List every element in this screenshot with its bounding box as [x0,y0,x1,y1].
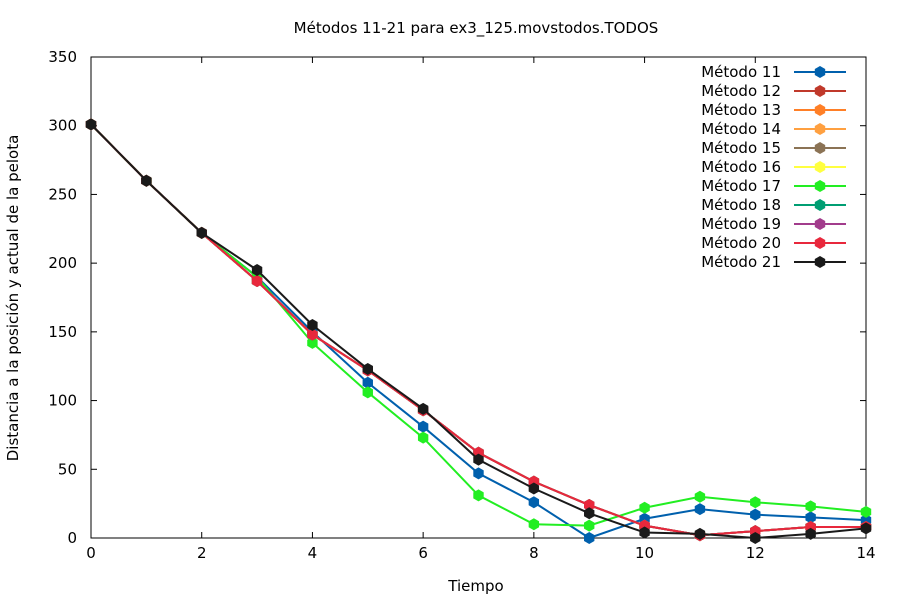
data-point [805,527,816,540]
data-point [639,526,650,539]
data-point [750,508,761,521]
y-tick-label: 200 [48,254,77,272]
data-point [473,453,484,466]
legend-label: Método 19 [701,215,781,233]
y-tick-label: 0 [67,529,77,547]
legend-entry: Método 15 [701,139,846,157]
y-tick-label: 250 [48,185,77,203]
data-point [584,499,595,512]
legend-entry: Método 16 [701,158,846,176]
data-point [196,226,207,239]
data-point [362,376,373,389]
legend-marker [814,104,826,116]
data-point [251,275,263,288]
data-point [694,503,706,516]
legend-entry: Método 13 [701,101,846,119]
y-axis-label: Distancia a la posición y actual de la p… [4,135,22,462]
legend-label: Método 11 [701,63,781,81]
chart-title: Métodos 11-21 para ex3_125.movstodos.TOD… [294,19,659,38]
data-point [251,264,263,277]
data-point [694,527,706,540]
x-tick-label: 12 [746,544,765,562]
legend-marker [814,237,826,249]
y-tick-label: 300 [48,117,77,135]
data-point [473,489,484,502]
legend-label: Método 18 [701,196,781,214]
x-tick-label: 10 [635,544,654,562]
legend-marker [814,218,826,230]
plot-frame [90,56,867,539]
data-point [417,402,429,415]
legend-label: Método 15 [701,139,781,157]
data-point [584,532,595,544]
data-point [528,518,540,531]
x-tick-label: 14 [856,544,875,562]
axes: 0 2 4 6 8 10 12 14 0 50 100 150 200 250 300 350 [48,48,875,562]
legend-marker [814,85,826,97]
legend-marker [814,123,826,135]
legend-label: Método 13 [701,101,781,119]
x-tick-label: 4 [308,544,318,562]
data-point [805,500,816,513]
data-point [584,507,595,520]
y-tick-label: 350 [48,48,77,66]
legend-label: Método 14 [701,120,781,138]
data-point [694,490,706,503]
legend-marker [814,256,826,268]
legend-entry: Método 17 [701,177,846,195]
legend-entry: Método 11 [701,63,846,81]
data-point [362,386,373,399]
series-21 [85,118,872,544]
series-layer [85,118,872,544]
data-point [417,431,429,444]
data-point [85,118,97,131]
data-point [860,522,872,535]
data-point [307,336,318,349]
data-point [584,519,595,532]
data-point [141,174,152,187]
legend-marker [814,66,826,78]
data-point [805,511,816,524]
legend-label: Método 12 [701,82,781,100]
x-tick-label: 2 [197,544,207,562]
data-point [750,532,761,544]
x-tick-label: 8 [529,544,539,562]
data-point [417,420,429,433]
legend-label: Método 20 [701,234,781,252]
data-point [473,467,484,480]
data-point [307,318,318,331]
x-axis-label: Tiempo [447,577,503,595]
legend-entry: Método 21 [701,253,846,271]
legend-entry: Método 14 [701,120,846,138]
y-tick-label: 150 [48,323,77,341]
legend-label: Método 21 [701,253,781,271]
legend-marker [814,142,826,154]
legend-entry: Método 12 [701,82,846,100]
legend-entry: Método 20 [701,234,846,252]
data-point [528,482,540,495]
legend-label: Método 17 [701,177,781,195]
y-tick-label: 50 [58,460,77,478]
legend-marker [814,199,826,211]
legend-entry: Método 19 [701,215,846,233]
legend-marker [814,180,826,192]
data-point [528,496,540,509]
legend-entry: Método 18 [701,196,846,214]
data-point [639,501,650,514]
legend-label: Método 16 [701,158,781,176]
legend-marker [814,161,826,173]
y-tick-label: 100 [48,392,77,410]
data-point [307,328,318,341]
x-tick-label: 6 [418,544,428,562]
data-point [750,496,761,509]
x-tick-label: 0 [86,544,96,562]
data-point [362,362,373,375]
data-point [860,505,872,518]
